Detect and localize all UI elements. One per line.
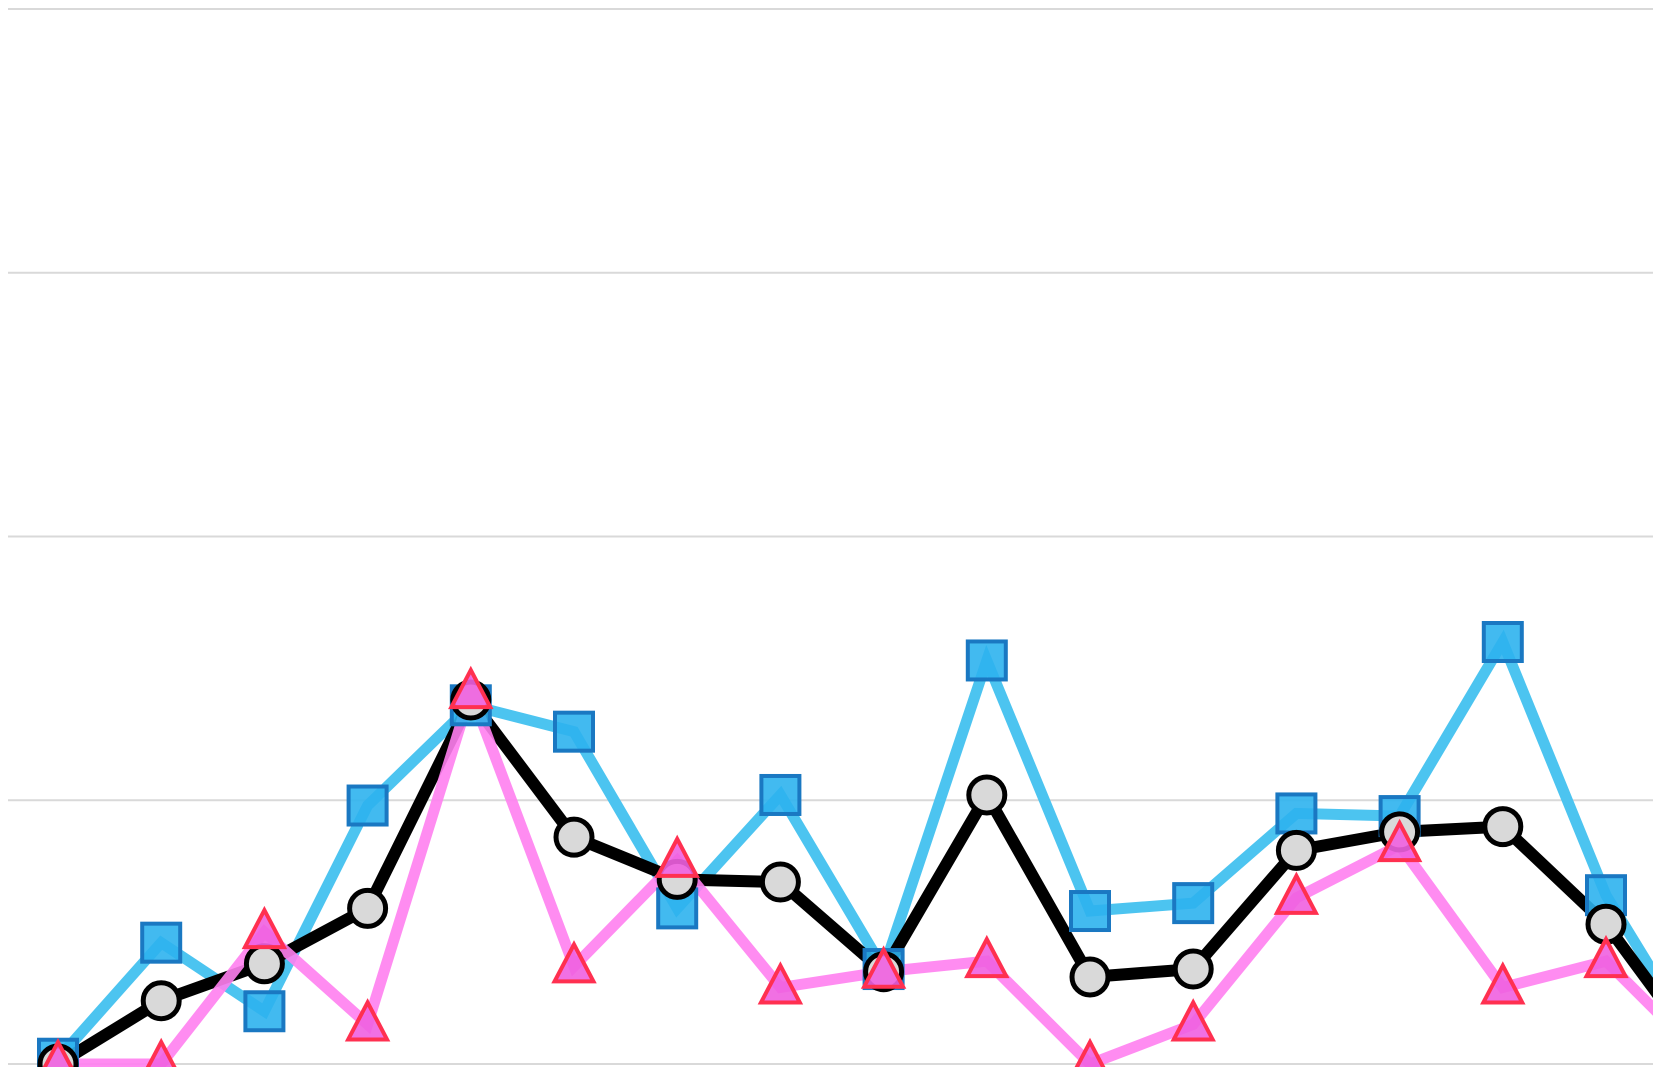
series-black-line-grey-circle-point-10 [966, 774, 1008, 816]
series-black-line-grey-circle-point-15 [1482, 806, 1524, 848]
series-magenta-line-red-triangle-point-8 [757, 961, 804, 1005]
series-cyan-line-blue-square-point-4 [346, 784, 389, 827]
series-magenta-line-red-triangle-point-5 [448, 665, 494, 710]
series-cyan-line-blue-square-point-2 [140, 921, 183, 964]
series-cyan-line-blue-square-point-15 [1481, 621, 1524, 663]
series-magenta-line-red-triangle-point-11 [1074, 1037, 1106, 1067]
series-black-line-grey-circle-point-2 [140, 980, 182, 1022]
series-black-line-grey-circle-point-13 [1275, 829, 1317, 871]
series-black-line-grey-circle-point-8 [759, 861, 801, 903]
series-magenta-line-red-triangle-point-3 [241, 905, 288, 950]
series-magenta-line-red-triangle-point-2 [145, 1037, 177, 1067]
series-magenta-line-red-triangle-point-6 [551, 940, 597, 984]
series-magenta-line-red-triangle-point-13 [1273, 871, 1320, 915]
series-magenta-line-red-triangle-point-14 [1376, 818, 1423, 863]
series-magenta-line-red-triangle-point-15 [1480, 961, 1526, 1005]
series-magenta-line-red-triangle-point-4 [344, 998, 391, 1042]
series-magenta-line-red-triangle-point-10 [964, 934, 1010, 979]
series-magenta-line-red-triangle-point-1 [42, 1037, 74, 1067]
series-cyan-line-blue-square-point-8 [759, 773, 802, 816]
series-cyan-line-blue-square-point-6 [553, 710, 595, 753]
series-black-line-grey-circle-point-4 [347, 887, 389, 929]
series-magenta-line-red-triangle-point-7 [654, 834, 700, 878]
series-cyan-line-blue-square-point-10 [965, 639, 1008, 682]
series-magenta-line-red-triangle-line [58, 675, 1653, 1067]
series-magenta-line-red-triangle-point-9 [860, 945, 907, 989]
series-magenta-line-red-triangle-point-16 [1583, 934, 1629, 979]
series-black-line-grey-circle-line [54, 688, 1653, 1067]
series-cyan-line-blue-square-point-12 [1172, 882, 1215, 925]
series-cyan-line-blue-square-point-13 [1275, 792, 1318, 835]
gridlines [8, 8, 1653, 1065]
series-markers [37, 621, 1629, 1067]
series-black-line-grey-circle-point-6 [553, 816, 595, 858]
series-magenta-line-red-triangle-point-12 [1170, 998, 1216, 1042]
series-black-line-grey-circle-point-11 [1069, 956, 1111, 998]
series-cyan-line-blue-square-point-3 [243, 990, 286, 1033]
series-black-line-grey-circle-point-3 [243, 943, 285, 985]
series-black-line-grey-circle-point-12 [1172, 948, 1214, 990]
series-cyan-line-blue-square-point-11 [1069, 890, 1111, 933]
